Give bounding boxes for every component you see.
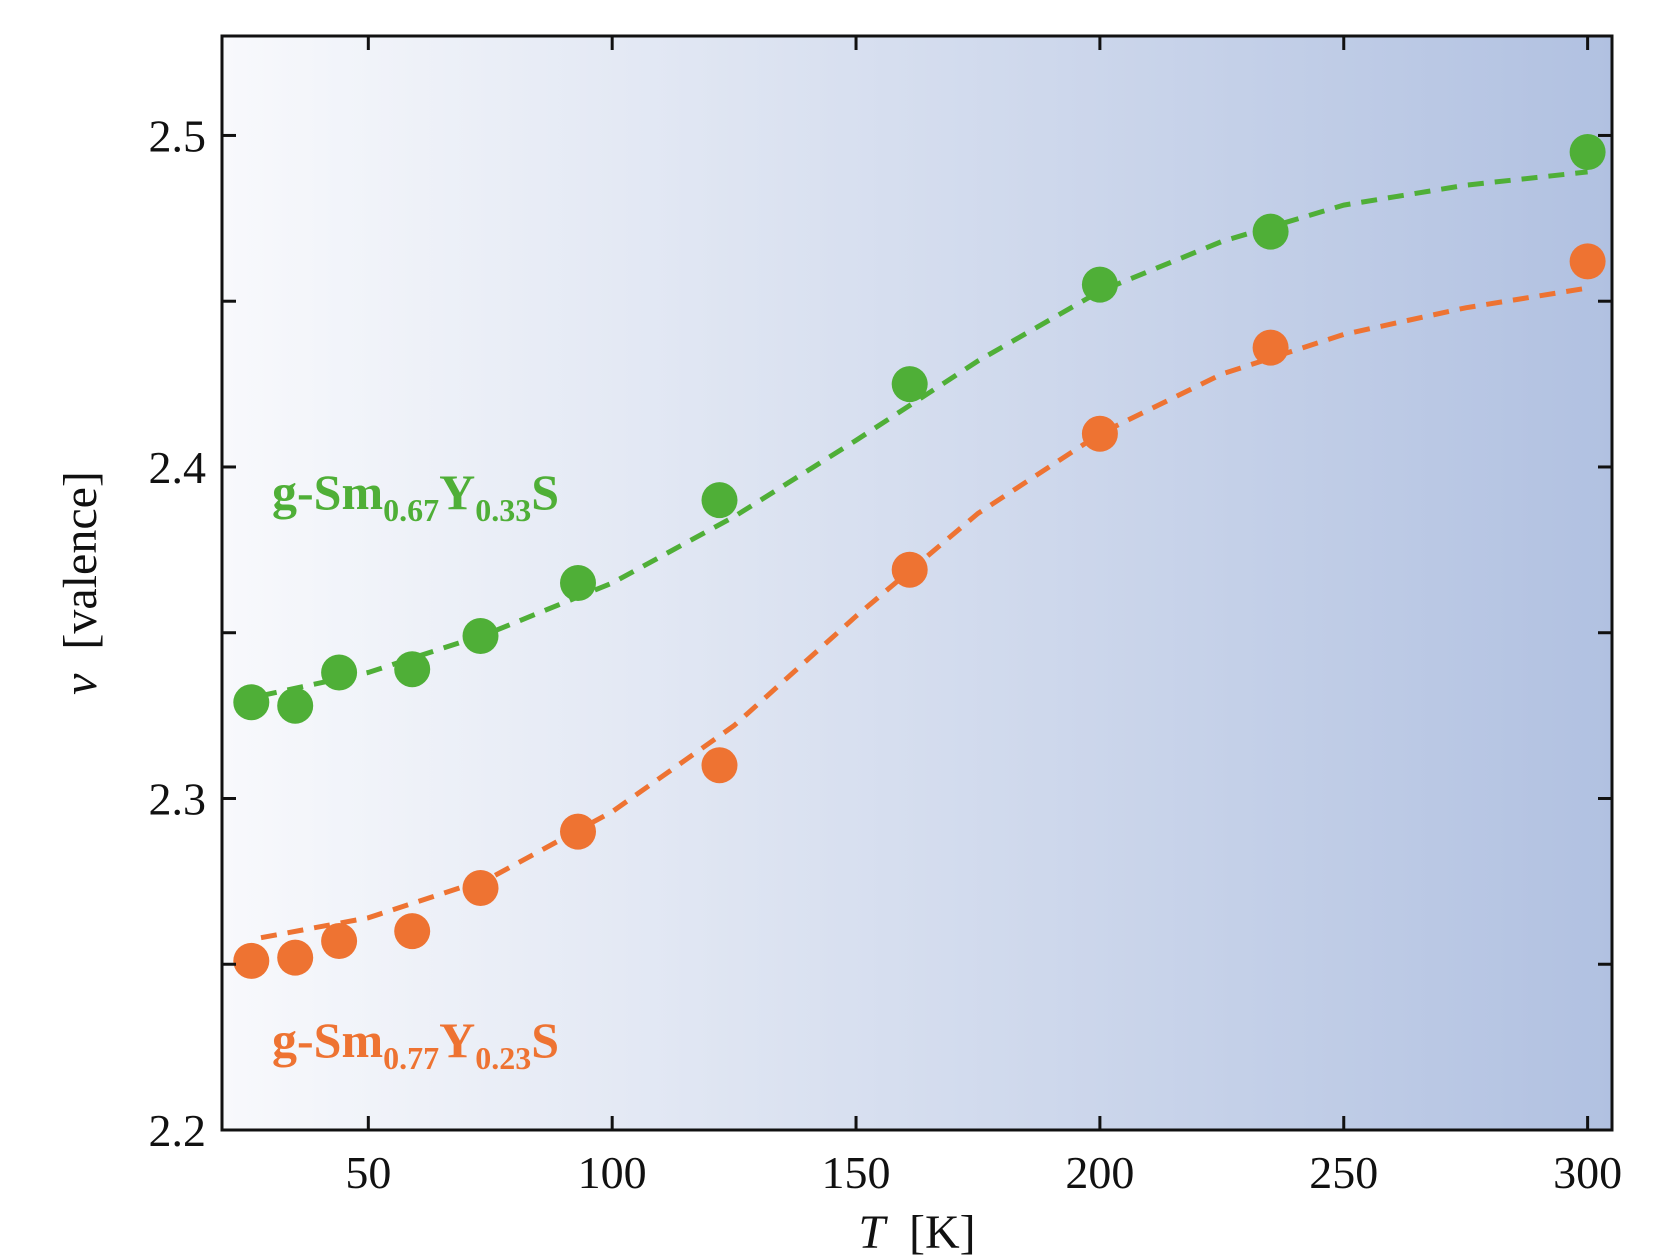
data-point-s0-2 [321,654,358,691]
series-label-orange-suffix: S [531,1012,559,1068]
data-point-s0-6 [701,482,738,519]
series-label-orange-sub1: 0.77 [383,1040,439,1076]
x-axis-symbol: T [858,1206,888,1256]
series-label-orange-prefix: g-Sm [272,1012,383,1068]
data-point-s1-9 [1252,329,1289,366]
y-axis-label: v [valence] [54,471,107,695]
data-point-s1-2 [321,923,358,959]
data-point-s1-7 [891,551,928,588]
data-point-s1-4 [462,870,499,906]
series-label-green: g-Sm0.67Y0.33S [272,464,559,528]
data-point-s1-3 [394,913,431,950]
data-point-s0-10 [1569,134,1606,170]
data-point-s1-0 [233,942,270,979]
y-tick-label-1: 2.3 [149,773,207,824]
data-point-s1-1 [277,939,314,976]
series-label-green-prefix: g-Sm [272,464,383,520]
x-tick-label-1: 100 [578,1147,647,1198]
y-tick-label-3: 2.5 [149,110,207,161]
data-point-s0-1 [277,687,314,724]
data-points [233,134,1606,979]
data-point-s0-9 [1252,213,1289,250]
data-point-s1-5 [560,813,596,850]
y-axis-symbol: v [54,673,107,695]
series-label-orange-sub2: 0.23 [475,1040,531,1076]
series-label-green-suffix: S [531,464,559,520]
x-tick-label-5: 300 [1553,1147,1622,1198]
data-point-s0-3 [394,651,431,688]
x-tick-label-0: 50 [345,1147,391,1198]
y-tick-label-0: 2.2 [149,1105,207,1156]
data-point-s0-5 [560,565,596,601]
data-point-s0-8 [1081,266,1118,303]
data-point-s0-4 [462,618,499,654]
x-axis-unit: [K] [909,1206,976,1256]
data-point-s0-0 [233,684,270,721]
data-point-s0-7 [891,366,928,403]
y-tick-labels: 2.2 2.3 2.4 2.5 [149,110,207,1156]
y-tick-label-2: 2.4 [149,442,207,493]
y-axis-unit: [valence] [54,471,107,650]
series-label-green-mid: Y [439,464,475,520]
series-label-green-sub2: 0.33 [475,492,531,528]
series-label-orange: g-Sm0.77Y0.23S [272,1012,559,1076]
plot-frame [220,34,1614,1132]
axis-ticks [222,36,1612,1132]
x-axis-label: T [K] [858,1206,975,1256]
x-tick-label-3: 200 [1065,1147,1134,1198]
x-tick-labels: 50 100 150 200 250 300 [345,1147,1622,1198]
x-tick-label-4: 250 [1309,1147,1378,1198]
data-point-s1-6 [701,747,738,784]
series-label-green-sub1: 0.67 [383,492,439,528]
x-tick-label-2: 150 [822,1147,891,1198]
series-label-orange-mid: Y [439,1012,475,1068]
data-point-s1-10 [1569,243,1606,280]
data-point-s1-8 [1081,415,1118,452]
